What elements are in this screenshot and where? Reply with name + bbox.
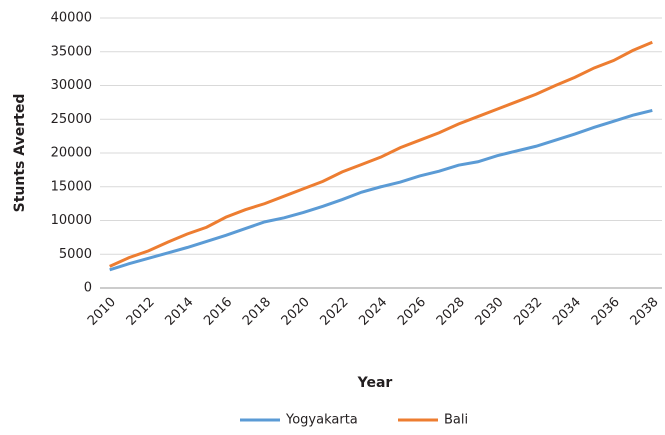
- y-tick-label: 15000: [51, 179, 92, 194]
- x-tick-label: 2014: [163, 295, 197, 329]
- x-tick-label: 2026: [395, 295, 429, 329]
- x-tick-label: 2028: [434, 295, 468, 329]
- y-tick-label: 5000: [59, 247, 92, 262]
- x-tick-label: 2012: [124, 295, 158, 329]
- y-tick-label: 10000: [51, 213, 92, 228]
- x-tick-label: 2036: [589, 295, 623, 329]
- y-axis-title: Stunts Averted: [12, 94, 28, 213]
- legend-label: Bali: [444, 413, 468, 428]
- x-tick-label: 2022: [318, 295, 352, 329]
- y-tick-label: 25000: [51, 112, 92, 127]
- series-line: [109, 40, 653, 268]
- x-tick-label: 2034: [550, 295, 584, 329]
- x-tick-label: 2010: [85, 295, 119, 329]
- y-tick-label: 0: [84, 281, 92, 296]
- x-tick-label: 2016: [201, 295, 235, 329]
- y-tick-label: 35000: [51, 44, 92, 59]
- y-tick-label: 20000: [51, 146, 92, 161]
- x-tick-label: 2038: [628, 295, 662, 329]
- x-tick-label: 2018: [240, 295, 274, 329]
- y-tick-label: 30000: [51, 78, 92, 93]
- series-line: [109, 109, 653, 272]
- x-tick-label: 2030: [473, 295, 507, 329]
- legend-label: Yogyakarta: [285, 413, 358, 428]
- x-axis-title: Year: [357, 375, 393, 391]
- x-tick-label: 2032: [511, 295, 545, 329]
- x-tick-label: 2020: [279, 295, 313, 329]
- y-tick-label: 40000: [51, 11, 92, 26]
- x-tick-label: 2024: [356, 295, 390, 329]
